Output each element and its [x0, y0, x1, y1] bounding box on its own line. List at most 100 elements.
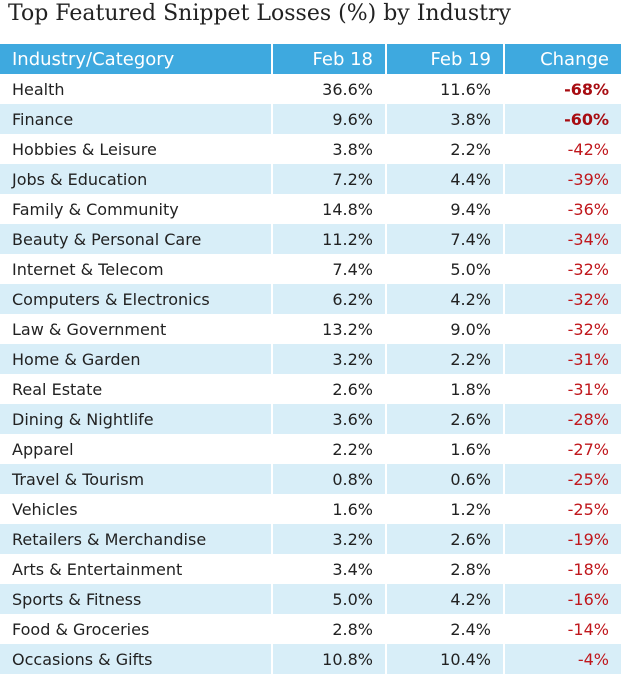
table-body: Health 36.6% 11.6% -68% Finance 9.6% 3.8% -60% H… [0, 74, 621, 674]
change-cell: -28% [503, 404, 621, 434]
table-cell: 7.4% [385, 224, 504, 254]
table-cell: Hobbies & Leisure [12, 139, 157, 159]
title: Top Featured Snippet Losses (%) by Indus… [8, 1, 511, 26]
change-cell: -34% [503, 224, 621, 254]
table-cell: 10.4% [385, 644, 504, 674]
table-cell: 3.6% [271, 404, 386, 434]
change-cell: -16% [503, 584, 621, 614]
change-cell: -31% [503, 374, 621, 404]
table-cell: Health [12, 79, 65, 99]
table-cell: 3.4% [271, 554, 386, 584]
table-row: Arts & Entertainment 3.4% 2.8% -18% [0, 554, 621, 584]
table-row: Finance 9.6% 3.8% -60% [0, 104, 621, 134]
table-cell: 4.2% [385, 584, 504, 614]
change-cell: -32% [503, 254, 621, 284]
change-cell: -25% [503, 494, 621, 524]
table-row: Travel & Tourism 0.8% 0.6% -25% [0, 464, 621, 494]
table-row: Dining & Nightlife 3.6% 2.6% -28% [0, 404, 621, 434]
table-cell: 1.6% [271, 494, 386, 524]
header-cell: Industry/Category [0, 44, 272, 74]
table-row: Hobbies & Leisure 3.8% 2.2% -42% [0, 134, 621, 164]
change-cell: -36% [503, 194, 621, 224]
table-row: Sports & Fitness 5.0% 4.2% -16% [0, 584, 621, 614]
table-row: Law & Government 13.2% 9.0% -32% [0, 314, 621, 344]
table-cell: Sports & Fitness [0, 584, 272, 614]
table-cell: Law & Government [12, 319, 167, 339]
table-cell: 4.4% [385, 164, 504, 194]
table-row: Family & Community 14.8% 9.4% -36% [0, 194, 621, 224]
table-row: Internet & Telecom 7.4% 5.0% -32% [0, 254, 621, 284]
table-cell: 2.8% [271, 614, 386, 644]
table-cell: 3.2% [271, 524, 386, 554]
change-cell: -39% [503, 164, 621, 194]
table-cell: Apparel [12, 439, 74, 459]
header-row: Industry/Category Feb 18 Feb 19 Change [0, 44, 621, 74]
change-cell: -14% [503, 614, 621, 644]
table-cell: 2.8% [385, 554, 504, 584]
table-cell: Retailers & Merchandise [0, 524, 272, 554]
change-cell: -25% [503, 464, 621, 494]
table-cell: 1.2% [385, 494, 504, 524]
table-cell: 6.2% [271, 284, 386, 314]
change-cell: -19% [503, 524, 621, 554]
table-cell: Dining & Nightlife [0, 404, 272, 434]
table-row: Beauty & Personal Care 11.2% 7.4% -34% [0, 224, 621, 254]
table-cell: 1.8% [385, 374, 504, 404]
table-cell: 2.4% [385, 614, 504, 644]
header-cell: Feb 18 [271, 44, 386, 74]
table-row: Real Estate 2.6% 1.8% -31% [0, 374, 621, 404]
table-cell: Real Estate [12, 379, 103, 399]
table-cell: 2.6% [385, 404, 504, 434]
table-cell: Vehicles [12, 499, 78, 519]
table: Industry/Category Feb 18 Feb 19 Change Heal… [0, 44, 621, 674]
table-cell: 36.6% [271, 74, 386, 104]
table-cell: 3.2% [271, 344, 386, 374]
table-cell: 9.0% [385, 314, 504, 344]
table-row: Jobs & Education 7.2% 4.4% -39% [0, 164, 621, 194]
change-cell: -68% [503, 74, 621, 104]
table-cell: Family & Community [12, 199, 179, 219]
table-cell: 10.8% [271, 644, 386, 674]
table-row: Health 36.6% 11.6% -68% [0, 74, 621, 104]
change-cell: -31% [503, 344, 621, 374]
table-cell: 11.6% [385, 74, 504, 104]
table-cell: Arts & Entertainment [12, 559, 183, 579]
change-cell: -32% [503, 284, 621, 314]
table-row: Occasions & Gifts 10.8% 10.4% -4% [0, 644, 621, 674]
table-cell: 9.6% [271, 104, 386, 134]
change-cell: -4% [503, 644, 621, 674]
table-cell: Computers & Electronics [0, 284, 272, 314]
table-cell: 1.6% [385, 434, 504, 464]
table-cell: 13.2% [271, 314, 386, 344]
change-cell: -32% [503, 314, 621, 344]
table-cell: Home & Garden [0, 344, 272, 374]
table-row: Apparel 2.2% 1.6% -27% [0, 434, 621, 464]
table-cell: 14.8% [271, 194, 386, 224]
table-cell: 2.2% [385, 134, 504, 164]
table-cell: Food & Groceries [12, 619, 150, 639]
change-cell: -27% [503, 434, 621, 464]
table-cell: 0.6% [385, 464, 504, 494]
table-cell: Jobs & Education [0, 164, 272, 194]
table-row: Food & Groceries 2.8% 2.4% -14% [0, 614, 621, 644]
table-cell: Internet & Telecom [12, 259, 164, 279]
table-cell: 3.8% [271, 134, 386, 164]
header-cell: Change [503, 44, 621, 74]
table-cell: 4.2% [385, 284, 504, 314]
table-cell: Beauty & Personal Care [0, 224, 272, 254]
table-cell: 2.2% [271, 434, 386, 464]
table-cell: Finance [0, 104, 272, 134]
table-cell: 5.0% [271, 584, 386, 614]
table-row: Home & Garden 3.2% 2.2% -31% [0, 344, 621, 374]
change-cell: -42% [503, 134, 621, 164]
table-cell: 2.6% [385, 524, 504, 554]
table-cell: 9.4% [385, 194, 504, 224]
header-cell: Feb 19 [385, 44, 504, 74]
table-cell: 5.0% [385, 254, 504, 284]
change-cell: -18% [503, 554, 621, 584]
table-row: Computers & Electronics 6.2% 4.2% -32% [0, 284, 621, 314]
table-cell: Occasions & Gifts [0, 644, 272, 674]
table-cell: 2.2% [385, 344, 504, 374]
table-cell: 7.2% [271, 164, 386, 194]
